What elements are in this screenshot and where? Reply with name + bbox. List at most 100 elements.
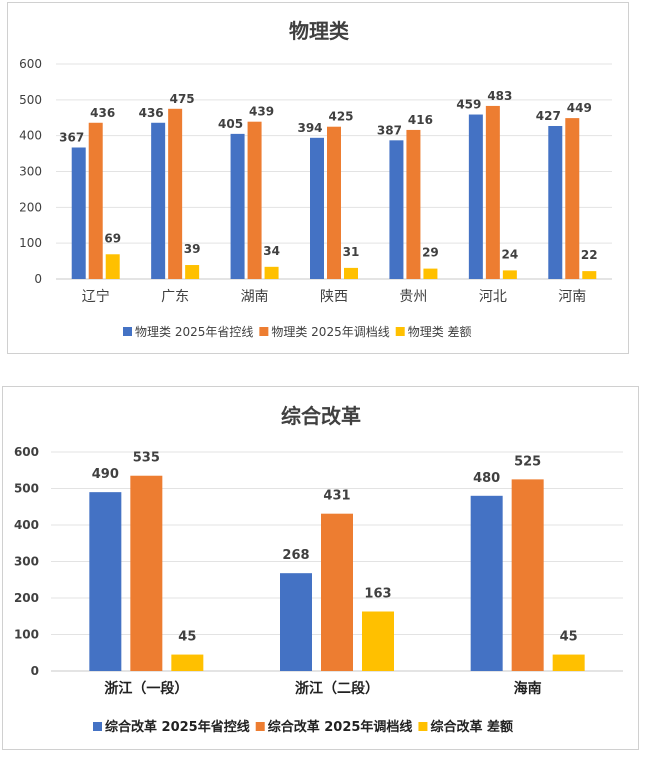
bar <box>470 495 503 671</box>
legend-label: 综合改革 2025年省控线 <box>105 719 250 735</box>
category-label: 河北 <box>479 289 507 305</box>
data-label: 431 <box>323 489 350 504</box>
data-label: 24 <box>502 247 519 261</box>
data-label: 34 <box>263 244 280 258</box>
data-label: 449 <box>567 101 592 115</box>
bar <box>89 492 122 671</box>
data-label: 425 <box>328 110 353 124</box>
y-tick-label: 100 <box>19 236 42 250</box>
legend-swatch <box>255 722 265 731</box>
legend-swatch <box>395 327 405 336</box>
data-label: 367 <box>59 130 84 144</box>
data-label: 22 <box>581 248 598 262</box>
data-label: 525 <box>514 454 541 469</box>
data-label: 459 <box>456 98 481 112</box>
data-label: 163 <box>364 587 391 602</box>
y-tick-label: 200 <box>14 591 39 605</box>
legend-label: 综合改革 差额 <box>430 719 513 735</box>
data-label: 480 <box>473 471 500 486</box>
bar <box>327 126 341 279</box>
legend-swatch <box>418 722 428 731</box>
category-label: 湖南 <box>241 289 269 305</box>
bar <box>310 137 324 279</box>
bar <box>105 254 120 279</box>
bar <box>582 271 597 279</box>
y-tick-label: 0 <box>34 272 42 286</box>
data-label: 436 <box>139 106 164 120</box>
chart-physics: 物理类 0 100 200 300 400 500 600 367 436 69 辽宁 436 475 39… <box>19 19 612 339</box>
y-tick-label: 500 <box>19 93 42 107</box>
category-label: 浙江（二段） <box>295 680 379 697</box>
data-label: 45 <box>178 630 196 645</box>
bar <box>151 122 166 280</box>
bar <box>168 108 183 280</box>
bar <box>88 122 103 280</box>
data-label: 31 <box>343 245 360 259</box>
bar <box>548 125 563 279</box>
y-tick-label: 0 <box>31 664 39 678</box>
y-tick-label: 400 <box>19 129 42 143</box>
bar <box>280 573 312 671</box>
data-label: 535 <box>133 451 160 466</box>
data-label: 427 <box>536 109 561 123</box>
legend-swatch <box>123 327 132 336</box>
bar <box>171 654 204 671</box>
bar <box>485 105 500 279</box>
y-tick-label: 400 <box>14 518 39 532</box>
y-tick-label: 200 <box>19 200 42 214</box>
category-label: 辽宁 <box>82 288 110 305</box>
bar <box>502 270 517 279</box>
legend-label: 物理类 2025年省控线 <box>135 325 253 339</box>
bar <box>247 121 262 279</box>
legend-label: 物理类 差额 <box>408 325 472 339</box>
category-label: 浙江（一段） <box>104 680 188 697</box>
data-label: 483 <box>487 89 512 103</box>
data-label: 490 <box>92 467 119 482</box>
bar <box>511 479 544 671</box>
bar <box>423 268 438 279</box>
bar <box>389 140 404 279</box>
data-label: 416 <box>408 113 433 127</box>
data-label: 45 <box>560 630 578 645</box>
y-tick-label: 600 <box>14 445 39 459</box>
legend-label: 物理类 2025年调档线 <box>271 325 389 339</box>
category-label: 陕西 <box>320 289 348 305</box>
y-tick-label: 600 <box>19 57 42 71</box>
chart-title: 物理类 <box>289 19 349 43</box>
y-tick-label: 300 <box>19 165 42 179</box>
chart-title: 综合改革 <box>281 404 361 428</box>
y-tick-label: 100 <box>14 628 39 642</box>
category-label: 广东 <box>161 289 189 305</box>
data-label: 69 <box>104 231 121 245</box>
bar <box>552 654 585 671</box>
bar <box>321 513 353 671</box>
bar <box>406 129 421 279</box>
data-label: 39 <box>184 242 201 256</box>
bar <box>230 133 245 279</box>
data-label: 387 <box>377 123 402 137</box>
bar <box>71 147 86 279</box>
legend-label: 综合改革 2025年调档线 <box>268 719 413 735</box>
bar <box>362 611 394 671</box>
data-label: 475 <box>170 92 195 106</box>
data-label: 405 <box>218 117 243 131</box>
y-tick-label: 500 <box>14 482 39 496</box>
chart-comprehensive-panel: 综合改革 0 100 200 300 400 500 600 490 535 45 浙江（一段） 268… <box>2 386 639 750</box>
chart-comprehensive: 综合改革 0 100 200 300 400 500 600 490 535 45 浙江（一段） 268… <box>14 404 623 735</box>
data-label: 394 <box>297 121 322 135</box>
data-label: 436 <box>90 106 115 120</box>
data-label: 29 <box>422 246 439 260</box>
category-label: 海南 <box>514 680 542 697</box>
data-label: 439 <box>249 105 274 119</box>
chart-physics-panel: 物理类 0 100 200 300 400 500 600 367 436 69 辽宁 436 475 39… <box>7 2 629 354</box>
bar <box>130 475 163 671</box>
bar <box>185 265 200 279</box>
bar <box>565 118 580 279</box>
data-label: 268 <box>282 548 309 563</box>
legend-swatch <box>259 327 269 336</box>
bar <box>468 114 483 280</box>
category-label: 贵州 <box>399 289 427 305</box>
category-label: 河南 <box>558 289 586 305</box>
y-tick-label: 300 <box>14 555 39 569</box>
legend-swatch <box>93 722 102 731</box>
